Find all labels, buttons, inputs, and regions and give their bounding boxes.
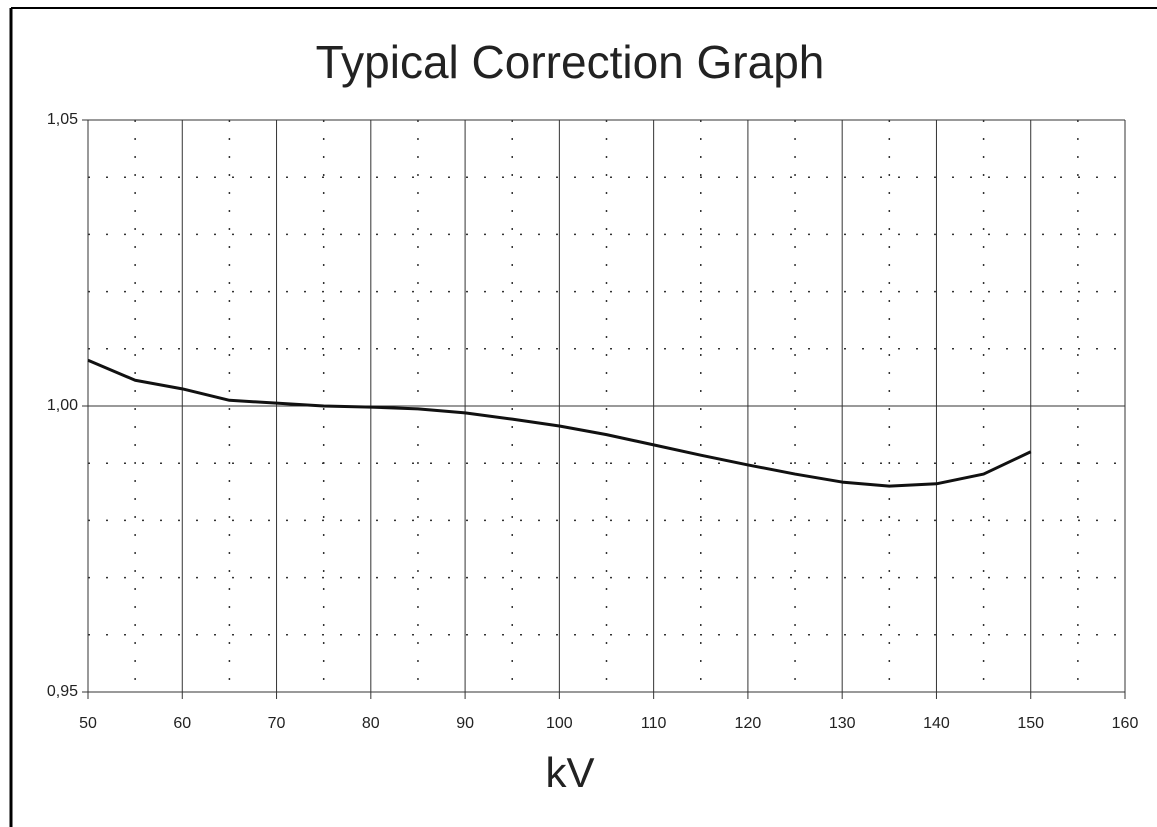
x-tick-label: 70 <box>268 715 286 732</box>
x-tick-label: 120 <box>735 715 762 732</box>
x-tick-label: 60 <box>173 715 191 732</box>
x-tick-label: 50 <box>79 715 97 732</box>
x-tick-label: 130 <box>829 715 856 732</box>
x-tick-label: 140 <box>923 715 950 732</box>
x-tick-label: 80 <box>362 715 380 732</box>
x-axis-label: kV <box>545 749 594 796</box>
chart-title: Typical Correction Graph <box>316 36 825 88</box>
x-tick-label: 150 <box>1017 715 1044 732</box>
y-tick-label: 0,95 <box>47 683 78 700</box>
y-tick-label: 1,05 <box>47 111 78 128</box>
data-line <box>87 358 1032 488</box>
y-tick-label: 1,00 <box>47 397 78 414</box>
x-tick-label: 110 <box>641 715 667 732</box>
x-tick-label: 160 <box>1112 715 1139 732</box>
x-tick-label: 90 <box>456 715 474 732</box>
x-tick-label: 100 <box>546 715 573 732</box>
